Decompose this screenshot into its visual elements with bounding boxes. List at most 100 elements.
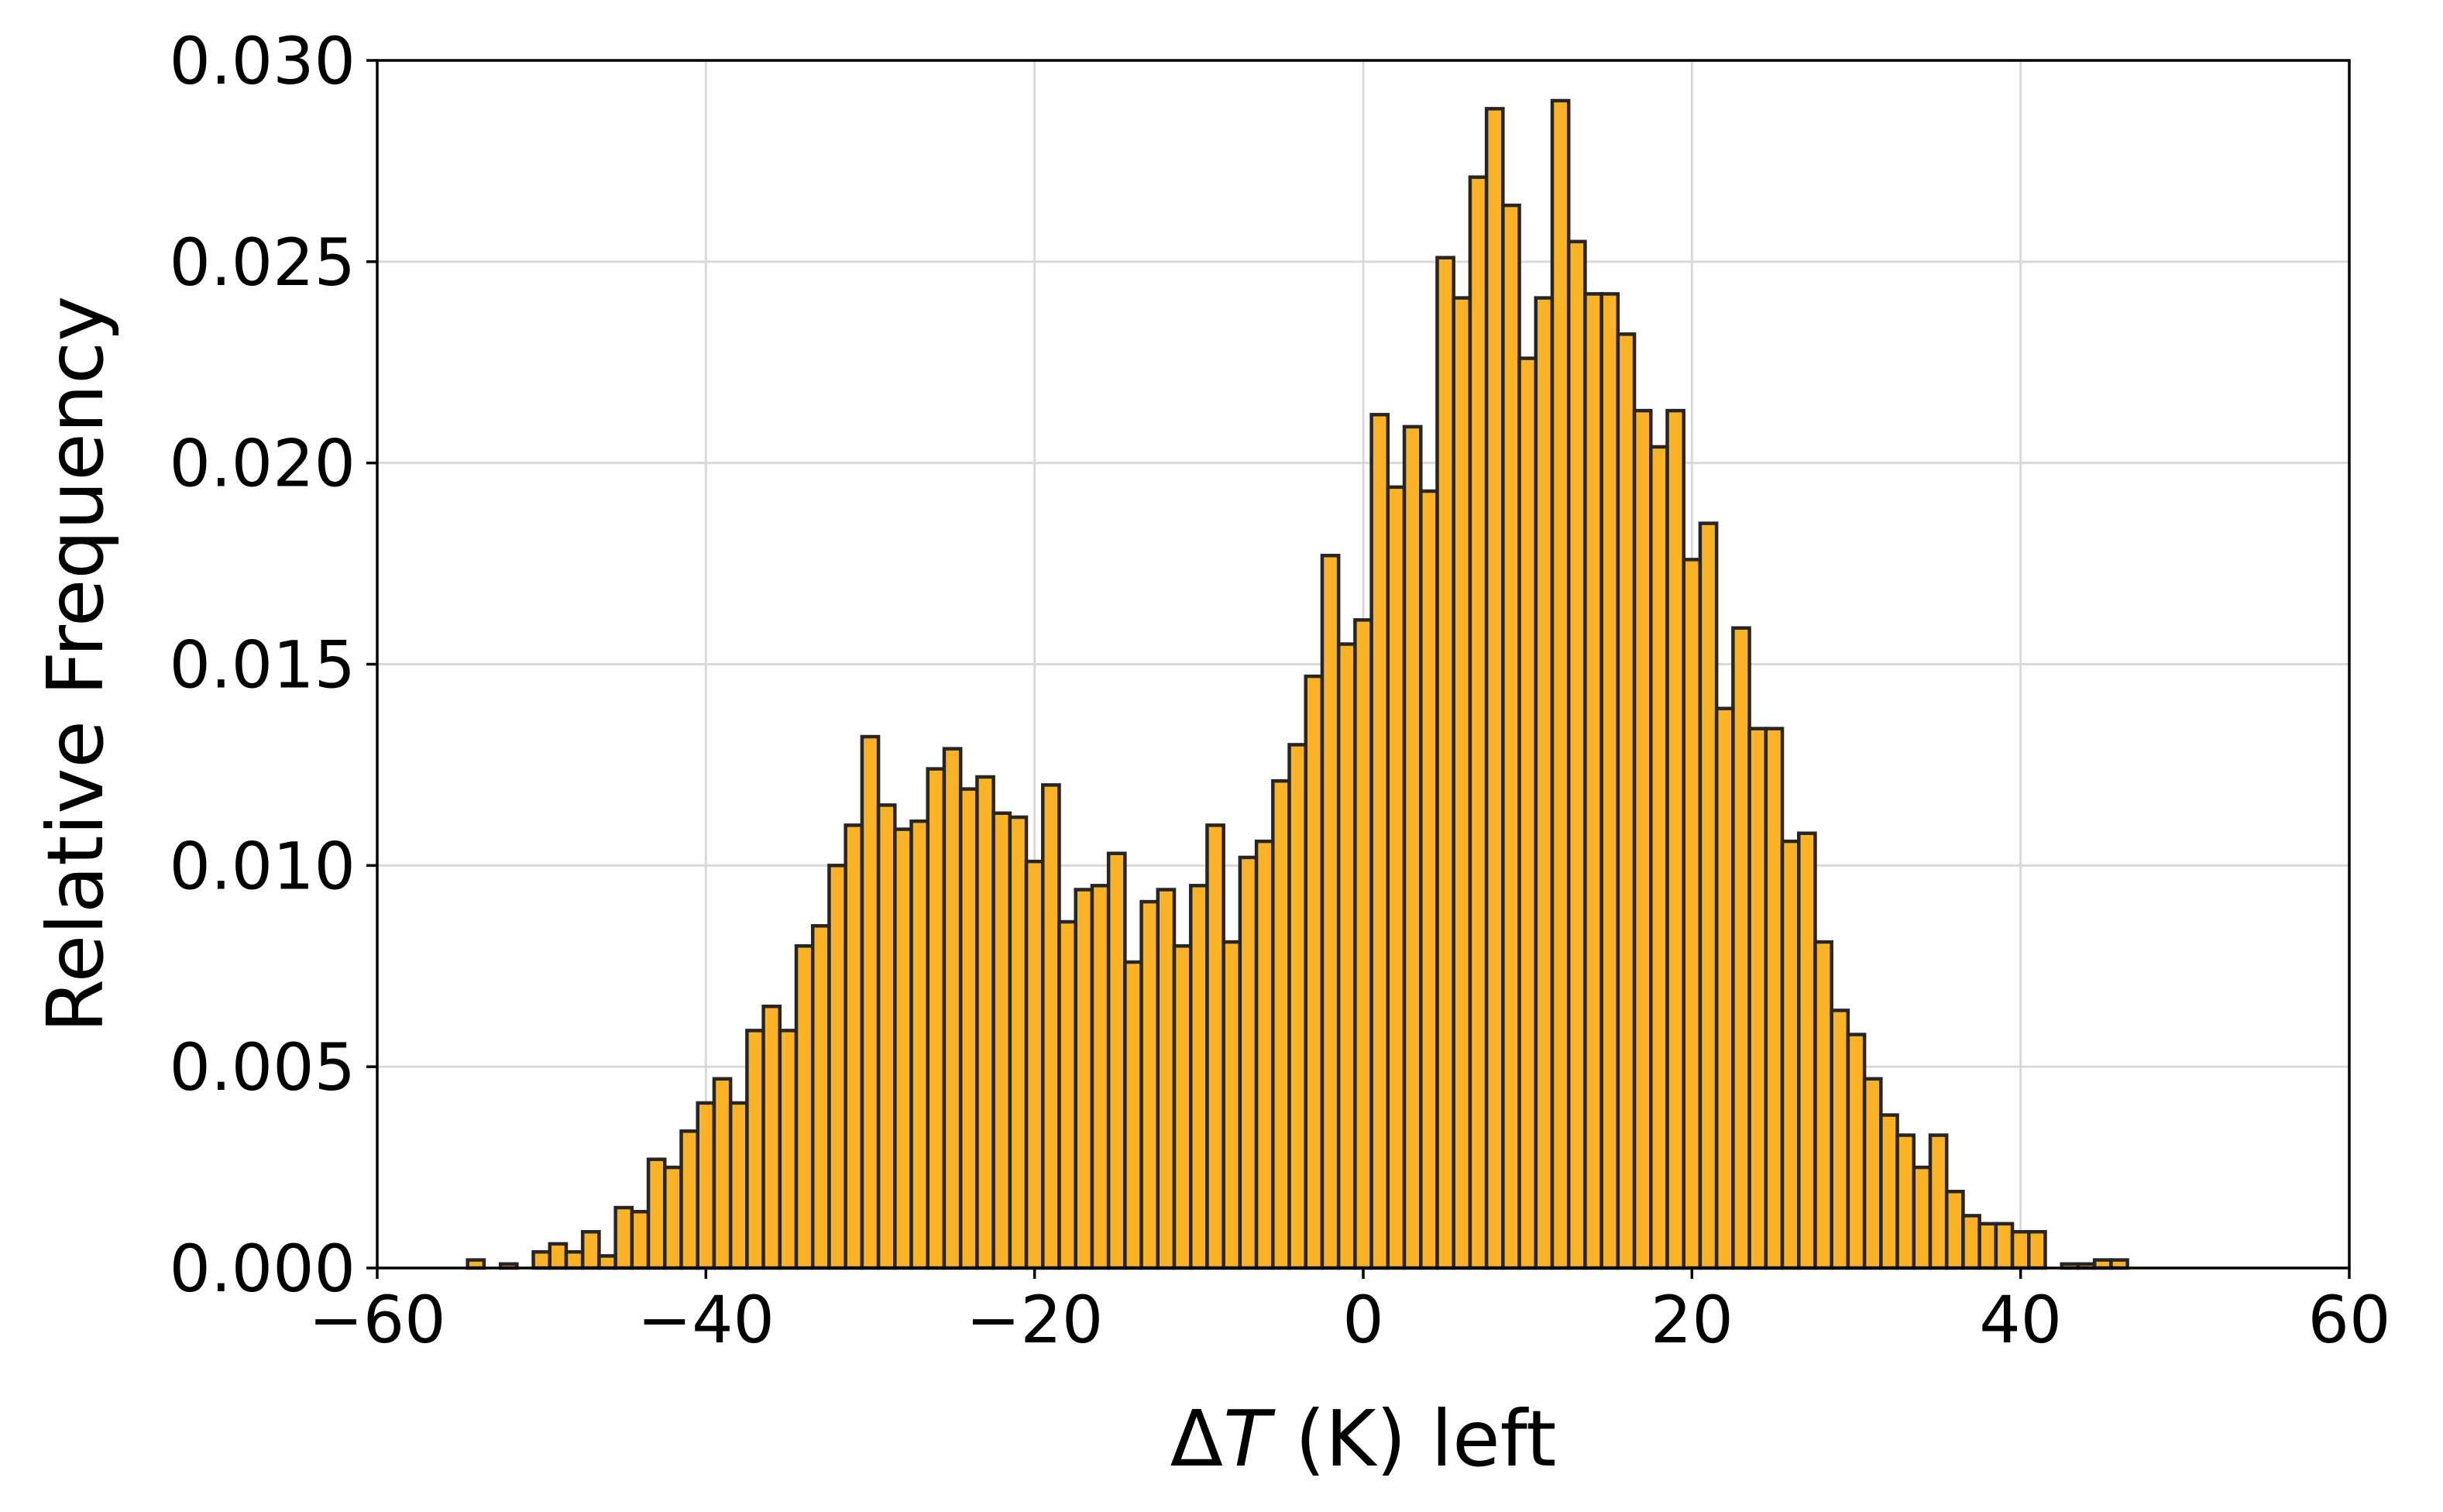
histogram-bar [1287,743,1307,1270]
histogram-bar [1796,831,1817,1270]
histogram-bar [564,1249,585,1270]
histogram-bar [778,1029,799,1270]
histogram-bar [1468,175,1489,1270]
histogram-bar [1057,919,1077,1270]
histogram-bar [1188,884,1209,1270]
histogram-bar [531,1249,552,1270]
histogram-bar [646,1157,667,1270]
histogram-bar [1320,553,1341,1270]
histogram-bar [679,1129,699,1270]
histogram-bar [1353,618,1373,1270]
histogram-bar [712,1077,733,1270]
y-tick-label: 0.015 [170,627,356,703]
histogram-bar [1106,851,1127,1270]
histogram-bar [810,924,831,1270]
histogram-bars [466,98,2129,1270]
histogram-bar [580,1229,601,1270]
histogram-bar [975,775,995,1270]
histogram-bar [1304,674,1325,1270]
x-tick-label: −60 [308,1282,445,1358]
histogram-bar [1238,855,1259,1270]
histogram-bar [1616,332,1637,1270]
histogram-bar [548,1242,569,1270]
histogram-bar [1961,1214,1981,1270]
y-axis-ticks: 0.000 0.005 0.010 0.015 0.020 0.025 0.030 [170,23,377,1307]
x-axis-label: ΔT (K) left [1170,1393,1557,1484]
histogram-bar [1271,778,1291,1270]
histogram-bar [893,827,913,1270]
histogram-bar [794,944,815,1270]
x-axis-label-delta: Δ [1170,1393,1223,1484]
histogram-bar [1484,107,1505,1270]
histogram-bar [1550,98,1571,1270]
histogram-bar [958,787,979,1270]
histogram-bar [1534,296,1555,1270]
histogram-bar [1254,839,1275,1270]
histogram-bar [1205,823,1225,1270]
x-tick-label: 0 [1342,1282,1383,1358]
y-axis-label: Relative Frequency [30,296,121,1033]
histogram-bar [844,823,864,1270]
histogram-bar [860,734,881,1270]
histogram-bar [1090,884,1111,1270]
histogram-bar [1041,783,1061,1270]
histogram-bar [1994,1222,2015,1270]
y-tick-label: 0.020 [170,426,356,502]
histogram-bar [696,1101,716,1270]
histogram-bar [1632,408,1653,1270]
histogram-bar [942,747,963,1270]
y-tick-label: 0.005 [170,1029,356,1105]
histogram-bar [909,819,930,1270]
histogram-bar [1977,1222,1998,1270]
histogram-bar [1747,727,1768,1270]
x-tick-label: 20 [1651,1282,1733,1358]
x-tick-label: −40 [637,1282,775,1358]
histogram-bar [613,1205,634,1270]
y-tick-label: 0.010 [170,828,356,904]
histogram-bar [1172,944,1193,1270]
x-tick-label: 60 [2308,1282,2391,1358]
histogram-bar [1123,960,1143,1270]
histogram-bar [1074,888,1094,1270]
histogram-bar [1517,356,1538,1270]
y-tick-label: 0.000 [170,1231,356,1307]
histogram-bar [1928,1133,1949,1270]
histogram-bar [991,811,1012,1270]
histogram-bar [2010,1229,2031,1270]
histogram-bar [761,1004,782,1270]
histogram-bar [1008,815,1029,1270]
histogram-bar [1944,1190,1965,1270]
y-tick-label: 0.025 [170,225,356,301]
histogram-bar [1599,292,1620,1270]
histogram-bar [597,1254,617,1270]
histogram-bar [1419,489,1439,1270]
histogram-bar [926,767,947,1270]
histogram-bar [876,803,897,1270]
histogram-bar [2027,1229,2047,1270]
histogram-bar [1435,256,1455,1270]
histogram-bar [1895,1133,1916,1270]
histogram-bar [728,1101,749,1270]
histogram-bar [1336,642,1357,1270]
histogram-bar [1402,424,1423,1270]
histogram-bar [663,1165,683,1270]
histogram-bar [1698,521,1719,1270]
histogram-bar [1830,1009,1850,1270]
histogram-bar [1846,1033,1867,1270]
x-axis-ticks: −60 −40 −20 0 20 40 60 [308,1268,2390,1358]
histogram-bar [1813,940,1833,1270]
histogram-bar [1879,1113,1899,1270]
histogram-bar [1566,239,1587,1270]
x-tick-label: 40 [1979,1282,2062,1358]
histogram-bar [1583,292,1603,1270]
histogram-bar [630,1209,651,1270]
histogram-bar [1369,413,1390,1270]
histogram-bar [1386,485,1407,1270]
histogram-bar [745,1029,765,1270]
histogram-bar [1862,1077,1883,1270]
histogram-bar [1139,899,1160,1270]
histogram-bar [1156,888,1177,1270]
histogram-bar [1714,706,1735,1270]
histogram-bar [1222,940,1242,1270]
